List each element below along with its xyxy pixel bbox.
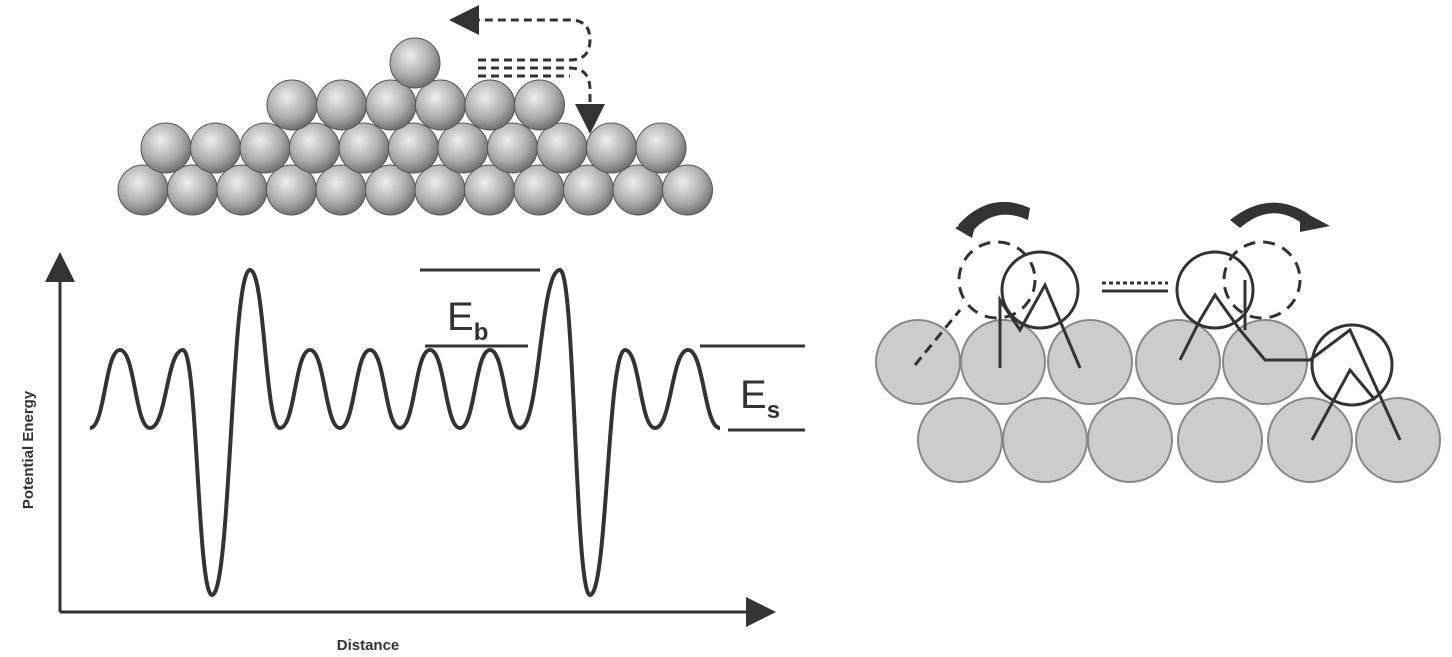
atom <box>416 80 466 130</box>
eb-symbol: E <box>447 295 474 339</box>
atom <box>465 80 515 130</box>
atom <box>663 165 713 215</box>
diagram: Eb Es Potential Energy Distance <box>0 0 1452 657</box>
atom <box>191 123 241 173</box>
substrate-atom <box>1268 398 1352 482</box>
atom <box>389 123 439 173</box>
atom <box>587 123 637 173</box>
es-label: Es <box>740 373 780 424</box>
atom <box>317 80 367 130</box>
atom <box>438 123 488 173</box>
atom <box>339 123 389 173</box>
atom <box>267 80 317 130</box>
terrace-atom <box>1048 320 1132 404</box>
substrate-atom <box>1356 398 1440 482</box>
es-symbol: E <box>740 373 767 417</box>
atom <box>240 123 290 173</box>
atom <box>141 123 191 173</box>
eb-label: Eb <box>447 295 488 346</box>
atom <box>488 123 538 173</box>
x-axis-label: Distance <box>337 637 400 654</box>
terrace-atom <box>1136 320 1220 404</box>
y-axis-label: Potential Energy <box>20 390 37 509</box>
potential-curve <box>90 270 720 595</box>
atom-stack <box>118 38 713 215</box>
terrace-atom <box>1223 320 1307 404</box>
substrate-atom <box>1088 398 1172 482</box>
terrace-atom <box>961 320 1045 404</box>
substrate-atom <box>1003 398 1087 482</box>
eb-subscript: b <box>474 319 489 346</box>
atom <box>515 80 565 130</box>
substrate-atom <box>1178 398 1262 482</box>
atom <box>636 123 686 173</box>
axes <box>60 258 770 612</box>
atom <box>290 123 340 173</box>
atom <box>537 123 587 173</box>
es-subscript: s <box>767 397 780 424</box>
atom <box>390 38 440 88</box>
substrate-atom <box>918 398 1002 482</box>
flip-arrows <box>955 202 1330 238</box>
